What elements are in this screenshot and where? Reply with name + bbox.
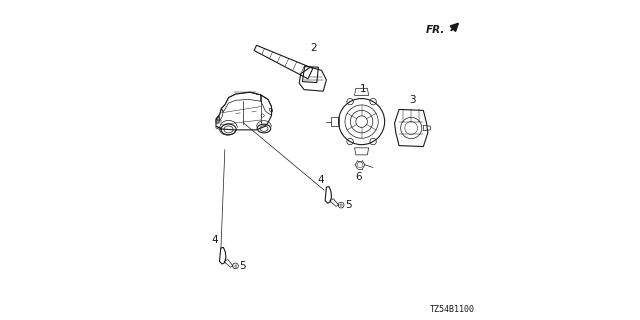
Text: 1: 1 xyxy=(360,84,367,94)
Text: 4: 4 xyxy=(317,175,324,185)
Text: 5: 5 xyxy=(239,261,246,271)
Text: 3: 3 xyxy=(410,95,416,105)
Text: TZ54B1100: TZ54B1100 xyxy=(430,305,475,314)
Text: 6: 6 xyxy=(355,172,362,182)
Text: FR.: FR. xyxy=(426,25,445,36)
Text: 4: 4 xyxy=(212,236,218,245)
Text: 2: 2 xyxy=(310,43,317,53)
Text: 5: 5 xyxy=(345,200,351,210)
